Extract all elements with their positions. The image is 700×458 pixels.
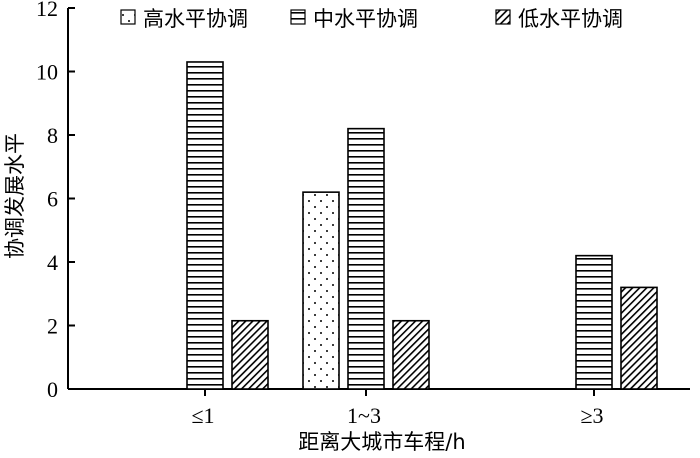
legend-label: 中水平协调 [313, 7, 418, 31]
legend: 高水平协调 中水平协调 低水平协调 [120, 7, 623, 31]
legend-swatch [290, 9, 306, 25]
x-tick-label: 1~3 [347, 403, 381, 428]
x-tick-label: ≤1 [191, 403, 214, 428]
bar [392, 319, 430, 390]
y-tick-label: 4 [47, 250, 58, 275]
legend-label: 高水平协调 [143, 7, 248, 31]
bar [186, 61, 224, 390]
y-tick-label: 2 [47, 314, 58, 339]
legend-label: 低水平协调 [518, 7, 623, 31]
legend-swatch [120, 9, 136, 25]
y-axis-title: 协调发展水平 [3, 133, 27, 259]
bars [186, 61, 658, 390]
y-tick-label: 0 [47, 377, 58, 402]
x-axis-title: 距离大城市车程/h [298, 430, 465, 454]
bar [231, 319, 269, 390]
y-tick-label: 8 [47, 123, 58, 148]
tick-labels: 0 2 4 6 8 10 12 ≤1 1~3 ≥3 [36, 0, 604, 428]
y-tick-label: 6 [47, 187, 58, 212]
bar [347, 127, 385, 390]
legend-swatch [495, 9, 511, 25]
bar [575, 254, 613, 390]
y-tick-label: 10 [36, 60, 58, 85]
x-tick-label: ≥3 [580, 403, 603, 428]
bar [302, 191, 340, 390]
y-tick-label: 12 [36, 0, 58, 21]
bar [620, 286, 658, 390]
